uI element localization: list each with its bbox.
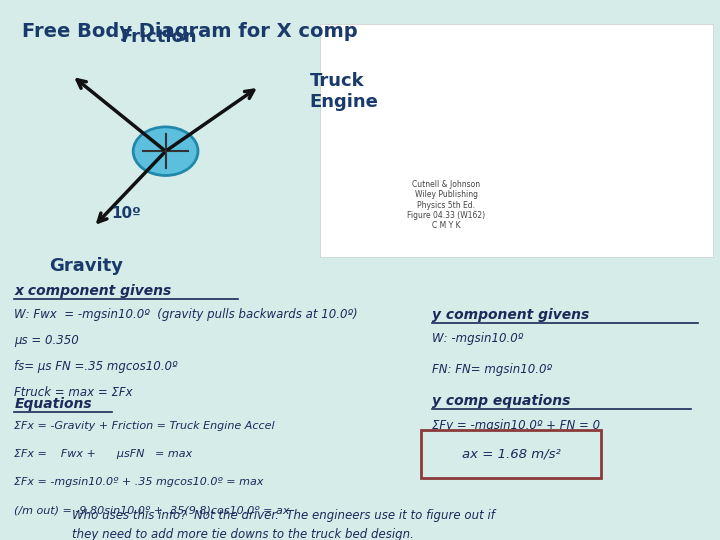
Text: Equations: Equations xyxy=(14,397,92,411)
FancyBboxPatch shape xyxy=(320,24,713,256)
Text: fs= μs FN =.35 mgcos10.0º: fs= μs FN =.35 mgcos10.0º xyxy=(14,360,178,373)
Text: y comp equations: y comp equations xyxy=(432,394,570,408)
Text: ax = 1.68 m/s²: ax = 1.68 m/s² xyxy=(462,448,561,461)
Text: (/m out) = -9.80sin10.0º + .35(9.8)cos10.0º = ax: (/m out) = -9.80sin10.0º + .35(9.8)cos10… xyxy=(14,505,290,516)
Text: FN: FN= mgsin10.0º: FN: FN= mgsin10.0º xyxy=(432,363,552,376)
Text: Ftruck = max = ΣFx: Ftruck = max = ΣFx xyxy=(14,386,133,399)
Text: they need to add more tie downs to the truck bed design.: they need to add more tie downs to the t… xyxy=(72,528,414,540)
Text: Friction: Friction xyxy=(120,28,197,46)
Text: μs = 0.350: μs = 0.350 xyxy=(14,334,79,347)
FancyBboxPatch shape xyxy=(421,430,601,478)
Text: ΣFx =    Fwx +      μsFN   = max: ΣFx = Fwx + μsFN = max xyxy=(14,449,193,460)
Text: Gravity: Gravity xyxy=(50,256,123,274)
Text: Free Body Diagram for X comp: Free Body Diagram for X comp xyxy=(22,22,357,40)
Text: Cutnell & Johnson
Wiley Publishing
Physics 5th Ed.
Figure 04.33 (W162)
C M Y K: Cutnell & Johnson Wiley Publishing Physi… xyxy=(408,180,485,231)
Text: Who uses this info?  Not the driver.  The engineers use it to figure out if: Who uses this info? Not the driver. The … xyxy=(72,509,495,522)
Text: y component givens: y component givens xyxy=(432,308,589,322)
Circle shape xyxy=(133,127,198,176)
Text: ΣFx = -mgsin10.0º + .35 mgcos10.0º = max: ΣFx = -mgsin10.0º + .35 mgcos10.0º = max xyxy=(14,477,264,488)
Text: x component givens: x component givens xyxy=(14,284,171,298)
Text: W: -mgsin10.0º: W: -mgsin10.0º xyxy=(432,332,523,345)
Text: Truck
Engine: Truck Engine xyxy=(310,72,379,111)
Text: 10º: 10º xyxy=(112,206,141,221)
Text: W: Fwx  = -mgsin10.0º  (gravity pulls backwards at 10.0º): W: Fwx = -mgsin10.0º (gravity pulls back… xyxy=(14,308,358,321)
Text: ΣFy = -mgsin10.0º + FN = 0: ΣFy = -mgsin10.0º + FN = 0 xyxy=(432,418,600,431)
Text: ΣFx = -Gravity + Friction = Truck Engine Accel: ΣFx = -Gravity + Friction = Truck Engine… xyxy=(14,421,275,431)
